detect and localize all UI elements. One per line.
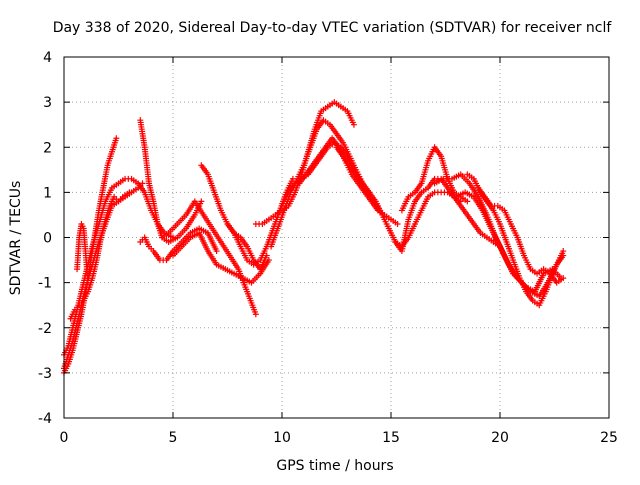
- y-tick-label: -1: [38, 276, 52, 292]
- data-series: [137, 117, 205, 246]
- data-point: [213, 248, 220, 255]
- data-series: [333, 144, 464, 250]
- y-tick-label: -4: [38, 411, 52, 427]
- x-tick-label: 10: [273, 430, 291, 446]
- data-point: [113, 135, 120, 142]
- data-point: [265, 257, 272, 264]
- data-point: [126, 189, 133, 196]
- axis-ticks: 0 5 10 15 20 25 -4 -3 -2 -1 0 1 2 3 4: [38, 50, 618, 446]
- y-tick-label: 4: [43, 50, 52, 66]
- data-series: [137, 225, 220, 264]
- data-point: [84, 279, 91, 286]
- x-tick-label: 20: [491, 430, 509, 446]
- y-tick-label: 0: [43, 231, 52, 247]
- data-series: [475, 184, 567, 286]
- y-tick-label: 3: [43, 95, 52, 111]
- data-points-layer: [61, 99, 567, 376]
- x-tick-label: 15: [382, 430, 400, 446]
- x-tick-label: 0: [60, 430, 69, 446]
- data-point: [139, 180, 146, 187]
- data-point: [560, 248, 567, 255]
- chart-title: Day 338 of 2020, Sidereal Day-to-day VTE…: [53, 20, 613, 36]
- y-tick-label: 2: [43, 140, 52, 156]
- data-point: [252, 311, 259, 318]
- y-tick-label: -2: [38, 321, 52, 337]
- data-series: [279, 139, 384, 214]
- y-tick-label: 1: [43, 185, 52, 201]
- data-series: [453, 189, 565, 295]
- y-axis-label: SDTVAR / TECUs: [8, 181, 24, 296]
- x-axis-label: GPS time / hours: [276, 458, 393, 474]
- data-series: [170, 229, 272, 286]
- data-point: [394, 220, 401, 227]
- data-point: [350, 121, 357, 128]
- data-series: [392, 175, 503, 255]
- data-point: [464, 198, 471, 205]
- x-tick-label: 25: [600, 430, 618, 446]
- data-series: [74, 220, 91, 286]
- data-series: [398, 144, 471, 214]
- data-point: [198, 198, 205, 205]
- data-series: [224, 175, 296, 268]
- y-tick-label: -3: [38, 366, 52, 382]
- data-point: [560, 275, 567, 282]
- data-series: [67, 189, 133, 322]
- x-tick-label: 5: [169, 430, 178, 446]
